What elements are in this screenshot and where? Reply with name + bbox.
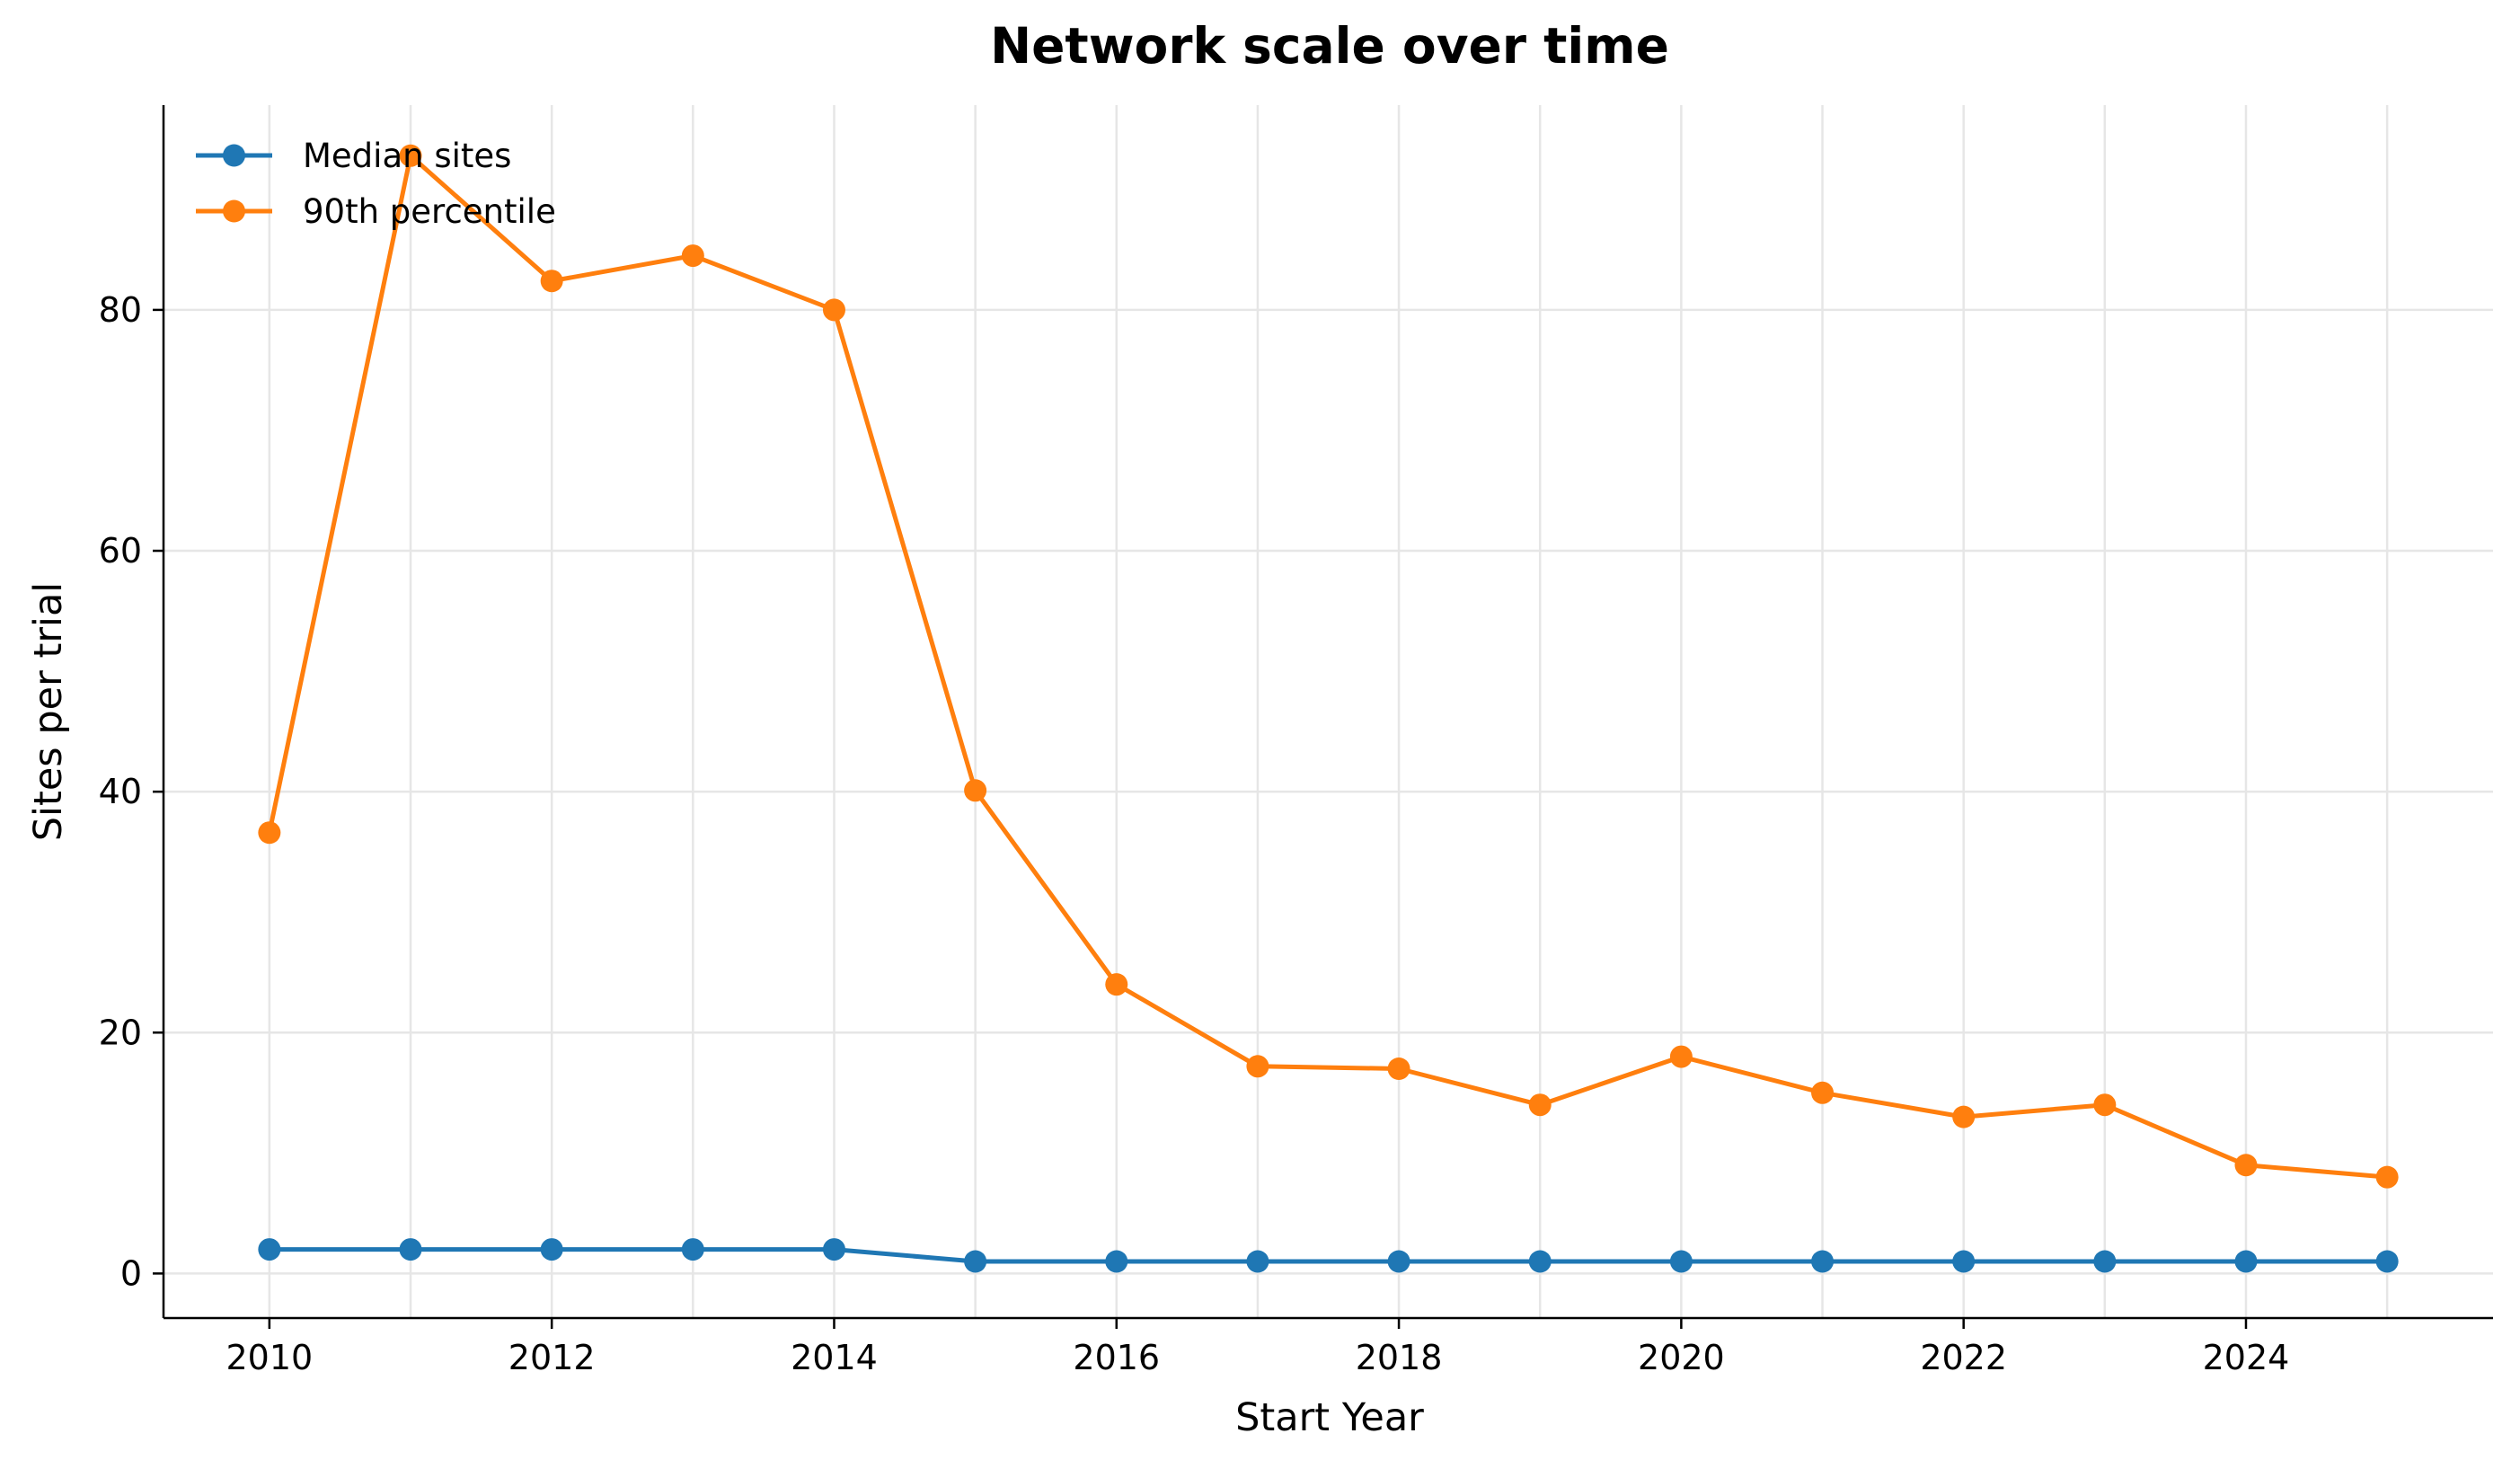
x-tick-label: 2020 — [1638, 1338, 1725, 1377]
data-point — [2234, 1250, 2258, 1273]
y-tick-label: 0 — [120, 1253, 142, 1293]
data-point — [399, 144, 422, 167]
data-point — [1669, 1045, 1693, 1068]
data-point — [822, 298, 845, 322]
y-tick-label: 60 — [99, 531, 142, 571]
legend: Median sites 90th percentile — [196, 137, 556, 231]
x-tick-label: 2012 — [508, 1338, 596, 1377]
legend-label: 90th percentile — [303, 192, 556, 231]
data-point — [681, 244, 704, 268]
data-point — [2375, 1165, 2399, 1189]
data-point — [1105, 973, 1128, 996]
data-point — [822, 1238, 845, 1261]
data-point — [1811, 1081, 1835, 1104]
y-axis-label: Sites per trial — [26, 582, 71, 842]
x-tick-label: 2022 — [1920, 1338, 2007, 1377]
data-point — [399, 1238, 422, 1261]
data-point — [1811, 1250, 1835, 1273]
data-point — [1528, 1250, 1552, 1273]
data-point — [1952, 1250, 1976, 1273]
data-point — [964, 1250, 987, 1273]
data-point — [681, 1238, 704, 1261]
data-point — [2375, 1250, 2399, 1273]
data-point — [1387, 1250, 1410, 1273]
data-point — [258, 821, 281, 845]
series-line-0 — [269, 1247, 2388, 1264]
x-tick-label: 2010 — [226, 1338, 314, 1377]
x-axis-label: Start Year — [1235, 1395, 1424, 1440]
series-line-1 — [267, 153, 2388, 1180]
y-tick-label: 40 — [99, 772, 142, 811]
data-point — [2093, 1250, 2117, 1273]
data-point — [540, 1238, 563, 1261]
data-point — [1246, 1055, 1269, 1078]
x-tick-label: 2018 — [1356, 1338, 1443, 1377]
legend-marker — [223, 199, 245, 223]
data-point — [2234, 1154, 2258, 1177]
data-point — [1528, 1093, 1552, 1117]
chart-title: Network scale over time — [990, 17, 1669, 75]
data-point — [964, 779, 987, 802]
x-tick-label: 2016 — [1073, 1338, 1160, 1377]
y-tick-label: 80 — [99, 290, 142, 330]
x-tick-label: 2014 — [791, 1338, 878, 1377]
y-tick-label: 20 — [99, 1013, 142, 1052]
data-point — [1105, 1250, 1128, 1273]
data-point — [1952, 1105, 1976, 1128]
x-tick-label: 2024 — [2203, 1338, 2290, 1377]
legend-label: Median sites — [303, 137, 511, 175]
data-point — [1246, 1250, 1269, 1273]
data-point — [1669, 1250, 1693, 1273]
data-point — [258, 1238, 281, 1261]
data-point — [1387, 1057, 1410, 1080]
data-point — [2093, 1093, 2117, 1117]
data-point — [540, 270, 563, 293]
legend-marker — [223, 144, 245, 167]
